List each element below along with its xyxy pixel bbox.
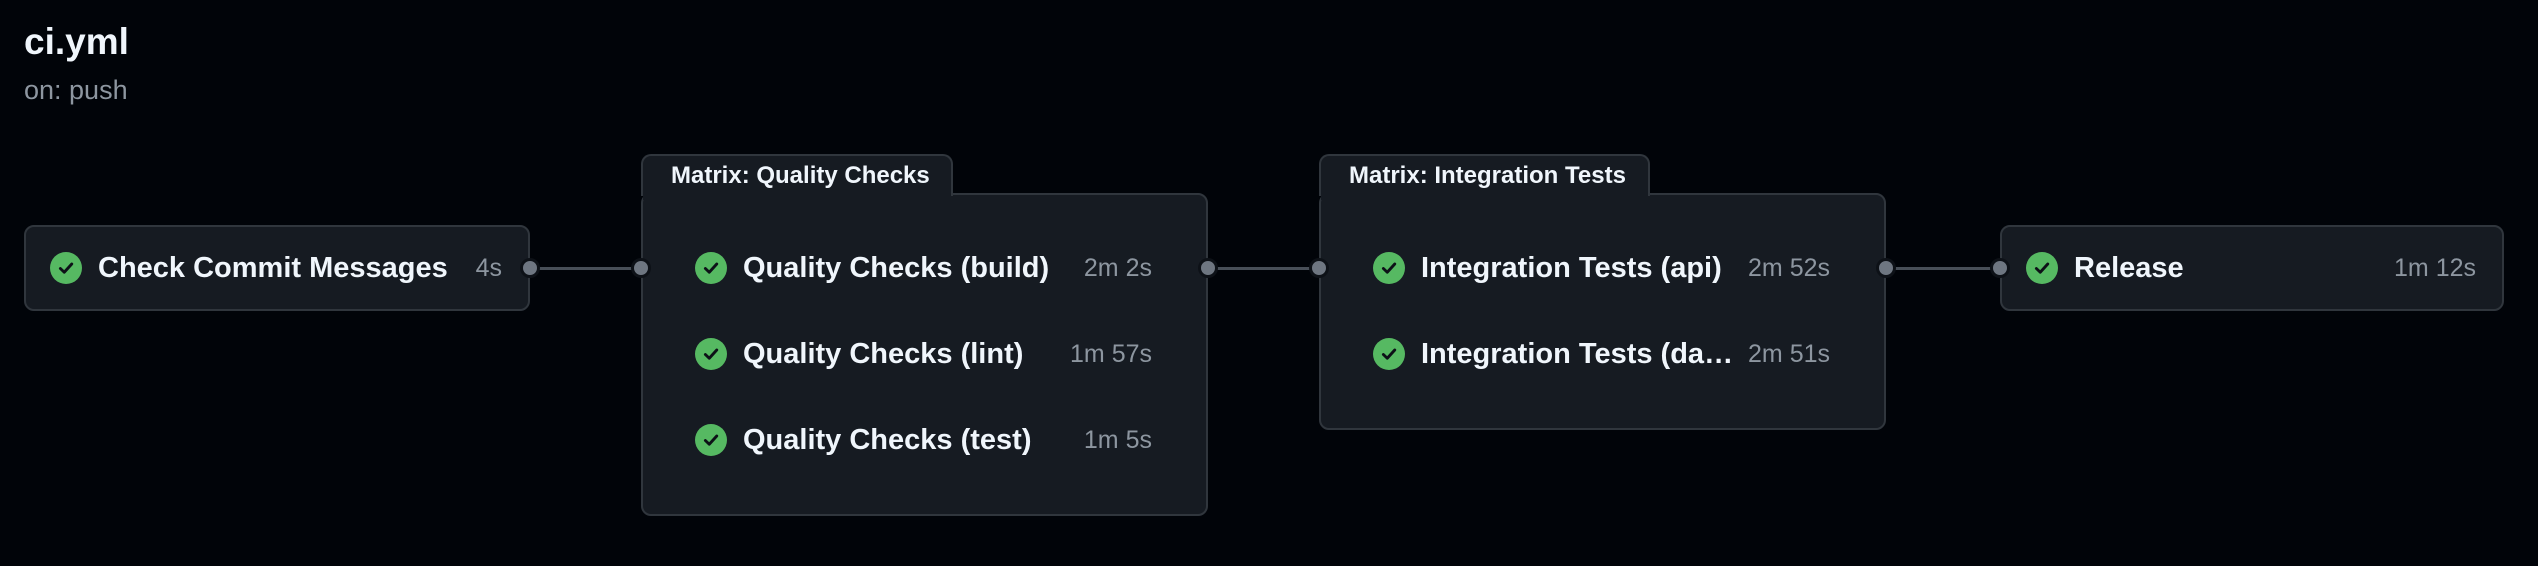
input-port — [1309, 258, 1329, 278]
success-check-icon — [1373, 338, 1405, 370]
output-port — [1876, 258, 1896, 278]
connector-line — [1886, 267, 2000, 270]
matrix-group-integration-tests: Integration Tests (api) 2m 52s Integrati… — [1319, 193, 1886, 430]
success-check-icon — [695, 252, 727, 284]
connector-line — [530, 267, 641, 270]
job-duration: 2m 51s — [1748, 339, 1830, 368]
job-name: Quality Checks (build) — [743, 251, 1050, 284]
job-duration: 4s — [475, 253, 502, 282]
job-duration: 1m 12s — [2394, 253, 2476, 282]
job-duration: 2m 2s — [1083, 253, 1152, 282]
job-name: Integration Tests (api) — [1421, 251, 1722, 284]
success-check-icon — [695, 338, 727, 370]
output-port — [520, 258, 540, 278]
job-release[interactable]: Release 1m 12s — [2000, 225, 2504, 311]
success-check-icon — [2026, 252, 2058, 284]
input-port — [1990, 258, 2010, 278]
connector-line — [1208, 267, 1319, 270]
job-quality-checks-lint[interactable]: Quality Checks (lint) 1m 57s — [643, 311, 1206, 397]
input-port — [631, 258, 651, 278]
matrix-group-quality-checks: Quality Checks (build) 2m 2s Quality Che… — [641, 193, 1208, 516]
success-check-icon — [695, 424, 727, 456]
job-integration-tests-api[interactable]: Integration Tests (api) 2m 52s — [1321, 225, 1884, 311]
job-check-commit-messages[interactable]: Check Commit Messages 4s — [24, 225, 530, 311]
job-duration: 2m 52s — [1748, 253, 1830, 282]
job-name: Check Commit Messages — [98, 251, 448, 284]
job-name: Quality Checks (test) — [743, 423, 1032, 456]
job-name: Quality Checks (lint) — [743, 337, 1024, 370]
matrix-label-quality-checks: Matrix: Quality Checks — [641, 154, 953, 200]
job-duration: 1m 57s — [1070, 339, 1152, 368]
job-name: Release — [2074, 251, 2184, 284]
job-quality-checks-test[interactable]: Quality Checks (test) 1m 5s — [643, 397, 1206, 483]
output-port — [1198, 258, 1218, 278]
job-quality-checks-build[interactable]: Quality Checks (build) 2m 2s — [643, 225, 1206, 311]
success-check-icon — [50, 252, 82, 284]
job-name: Integration Tests (dash… — [1421, 337, 1737, 370]
success-check-icon — [1373, 252, 1405, 284]
job-duration: 1m 5s — [1083, 425, 1152, 454]
workflow-trigger: on: push — [24, 75, 128, 105]
job-integration-tests-dashboard[interactable]: Integration Tests (dash… 2m 51s — [1321, 311, 1884, 397]
workflow-title: ci.yml — [24, 21, 129, 62]
matrix-label-integration-tests: Matrix: Integration Tests — [1319, 154, 1650, 200]
